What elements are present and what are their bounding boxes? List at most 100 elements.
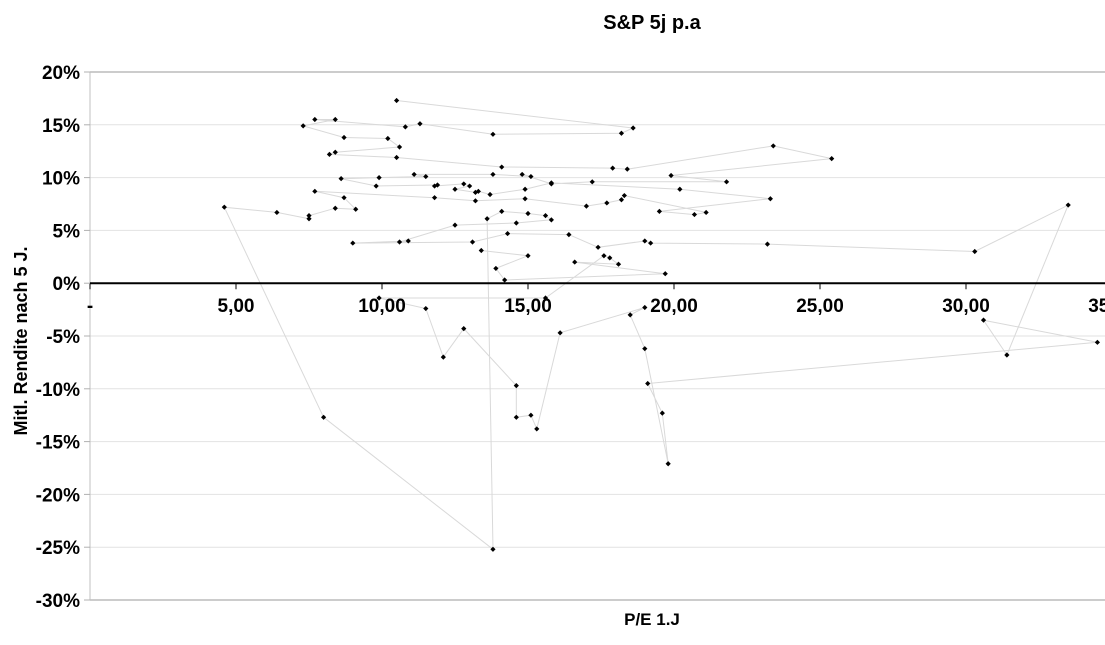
data-point-marker xyxy=(452,222,458,228)
data-point-marker xyxy=(1094,339,1100,345)
data-point-marker xyxy=(306,213,312,219)
data-point-marker xyxy=(513,383,519,389)
x-tick-label: 20,00 xyxy=(650,296,698,317)
data-point-marker xyxy=(490,546,496,552)
data-point-marker xyxy=(630,125,636,131)
data-point-marker xyxy=(423,173,429,180)
data-point-marker xyxy=(583,203,589,209)
data-point-marker xyxy=(431,183,438,189)
data-point-marker xyxy=(618,197,625,203)
data-point-marker xyxy=(402,124,408,130)
y-tick-label: -30% xyxy=(36,591,80,612)
data-point-marker xyxy=(829,155,835,162)
data-point-marker xyxy=(627,312,633,318)
data-point-marker xyxy=(394,97,400,104)
data-point-marker xyxy=(528,412,534,418)
data-point-marker xyxy=(513,220,519,226)
data-point-marker xyxy=(221,204,227,210)
x-tick-label: - xyxy=(87,296,93,317)
data-point-marker xyxy=(703,209,709,216)
data-point-marker xyxy=(980,317,987,323)
y-tick-label: -15% xyxy=(36,433,80,454)
y-tick-label: 0% xyxy=(53,274,81,295)
data-point-marker xyxy=(624,166,630,172)
data-point-marker xyxy=(467,183,473,189)
data-point-marker xyxy=(490,131,496,137)
data-point-marker xyxy=(440,354,446,360)
data-point-marker xyxy=(659,410,665,416)
data-point-marker xyxy=(601,253,607,259)
data-point-marker xyxy=(615,261,622,267)
data-point-marker xyxy=(385,135,391,142)
x-tick-label: 30,00 xyxy=(942,296,990,317)
data-point-marker xyxy=(321,414,327,420)
y-tick-label: -10% xyxy=(36,380,80,401)
data-point-marker xyxy=(332,116,338,123)
data-point-marker xyxy=(469,239,476,245)
data-point-marker xyxy=(656,208,662,214)
series-line xyxy=(223,100,1098,551)
y-tick-label: -5% xyxy=(46,327,80,348)
data-point-marker xyxy=(642,346,648,352)
data-point-marker xyxy=(589,179,595,185)
y-axis-title: Mitl. Rendite nach 5 J. xyxy=(11,246,31,435)
data-point-marker xyxy=(405,238,411,244)
data-point-marker xyxy=(423,305,429,312)
data-point-marker xyxy=(341,195,347,201)
data-point-marker xyxy=(607,255,613,261)
data-point-marker xyxy=(478,247,484,254)
data-point-marker xyxy=(434,182,441,188)
data-point-marker xyxy=(312,188,318,194)
data-point-marker xyxy=(499,164,505,170)
data-point-marker xyxy=(770,143,776,149)
data-point-marker xyxy=(604,200,610,206)
data-point-marker xyxy=(484,216,490,222)
y-tick-label: -25% xyxy=(36,538,80,559)
data-point-marker xyxy=(487,191,493,198)
data-point-marker xyxy=(499,208,505,214)
y-tick-label: 20% xyxy=(42,63,80,84)
data-point-marker xyxy=(642,304,648,311)
data-point-marker xyxy=(513,414,519,420)
data-point-marker xyxy=(621,192,627,199)
data-point-marker xyxy=(525,253,531,259)
data-point-marker xyxy=(472,198,479,204)
data-point-marker xyxy=(332,149,338,155)
data-point-marker xyxy=(522,186,528,192)
data-point-marker xyxy=(522,196,528,202)
data-point-marker xyxy=(572,259,578,265)
data-point-marker xyxy=(691,211,698,218)
chart-title: S&P 5j p.a xyxy=(603,12,701,34)
data-point-marker xyxy=(306,216,312,222)
data-point-marker xyxy=(493,265,499,272)
data-point-marker xyxy=(452,186,458,192)
data-point-marker xyxy=(566,232,572,238)
data-point-marker xyxy=(502,277,508,283)
data-point-marker xyxy=(300,123,306,129)
data-point-marker xyxy=(525,210,531,217)
data-point-marker xyxy=(373,183,379,189)
data-point-marker xyxy=(326,151,333,157)
data-point-marker xyxy=(534,426,540,432)
data-point-marker xyxy=(312,116,318,123)
data-point-marker xyxy=(394,154,400,161)
x-tick-label: 15,00 xyxy=(504,296,552,317)
x-axis-title: P/E 1.J xyxy=(624,610,680,629)
data-point-marker xyxy=(490,171,496,178)
data-point-marker xyxy=(542,213,549,219)
data-point-marker xyxy=(332,205,338,211)
y-tick-label: 15% xyxy=(42,116,80,137)
x-tick-label: 10,00 xyxy=(358,296,406,317)
data-point-marker xyxy=(396,144,403,150)
data-point-marker xyxy=(595,244,601,250)
data-point-marker xyxy=(519,171,525,178)
data-point-marker xyxy=(274,209,280,216)
data-point-marker xyxy=(542,295,549,301)
y-tick-label: -20% xyxy=(36,485,80,506)
data-point-marker xyxy=(1004,352,1010,358)
data-point-marker xyxy=(353,206,359,212)
data-point-marker xyxy=(417,121,423,127)
data-point-marker xyxy=(431,195,438,201)
data-point-marker xyxy=(764,241,771,247)
